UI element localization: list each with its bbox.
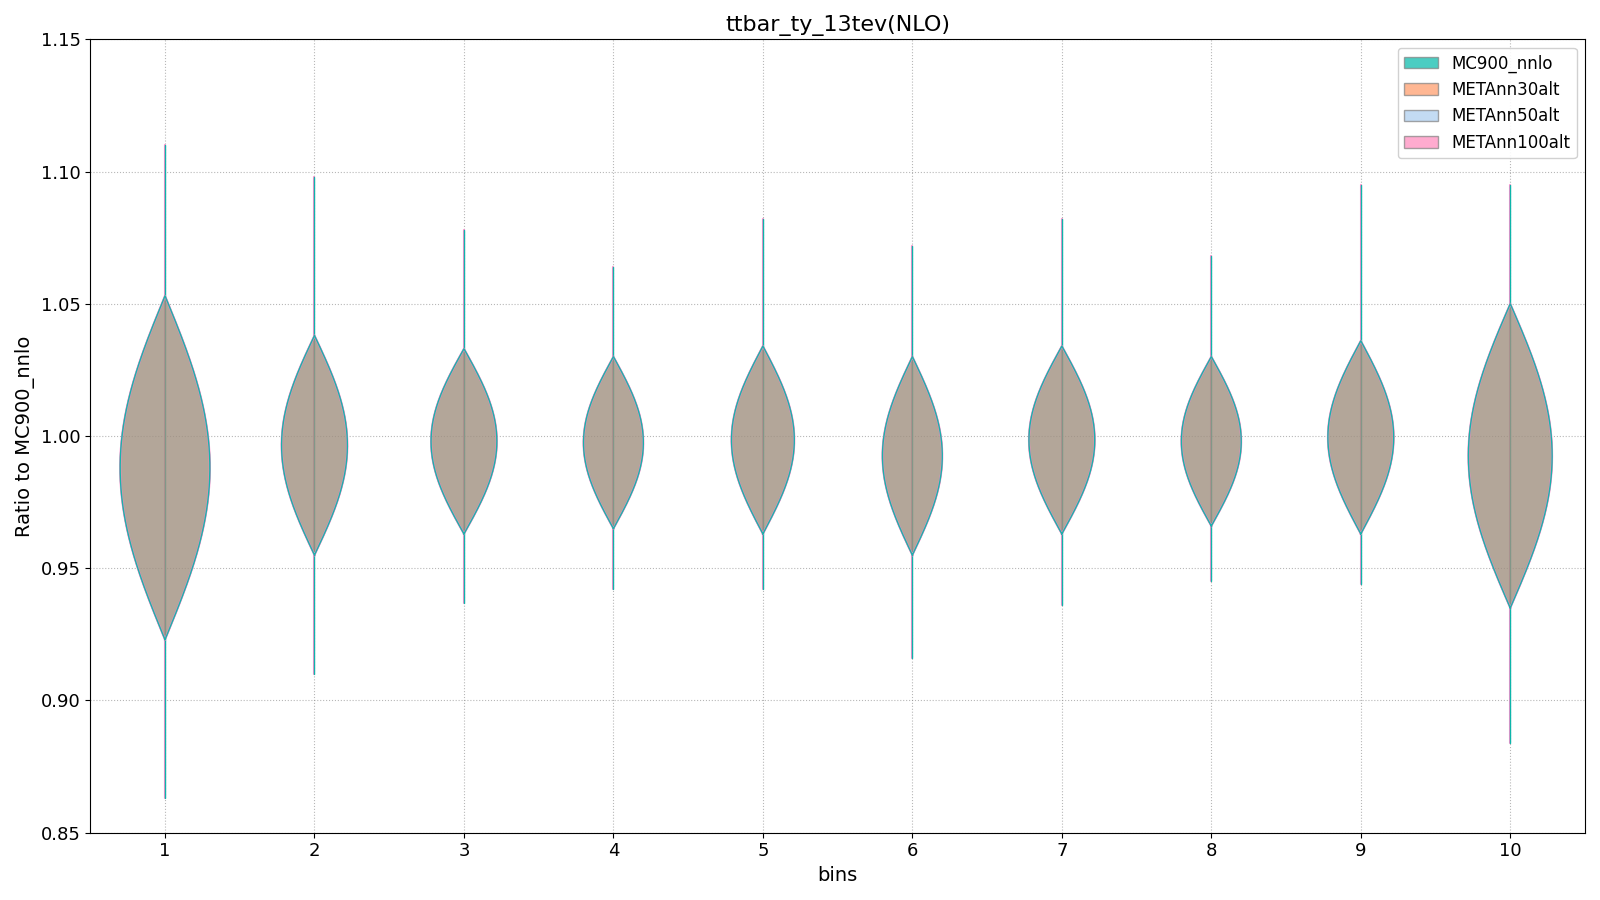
Polygon shape bbox=[731, 346, 794, 534]
Polygon shape bbox=[584, 356, 643, 528]
Polygon shape bbox=[1469, 304, 1552, 608]
Legend: MC900_nnlo, METAnn30alt, METAnn50alt, METAnn100alt: MC900_nnlo, METAnn30alt, METAnn50alt, ME… bbox=[1398, 48, 1576, 158]
Polygon shape bbox=[883, 356, 942, 555]
Polygon shape bbox=[1029, 346, 1094, 534]
Y-axis label: Ratio to MC900_nnlo: Ratio to MC900_nnlo bbox=[14, 336, 35, 536]
X-axis label: bins: bins bbox=[818, 866, 858, 885]
Polygon shape bbox=[1181, 356, 1242, 526]
Polygon shape bbox=[1328, 341, 1394, 534]
Title: ttbar_ty_13tev(NLO): ttbar_ty_13tev(NLO) bbox=[725, 15, 950, 36]
Polygon shape bbox=[430, 349, 498, 534]
Polygon shape bbox=[120, 296, 210, 640]
Polygon shape bbox=[282, 336, 347, 555]
